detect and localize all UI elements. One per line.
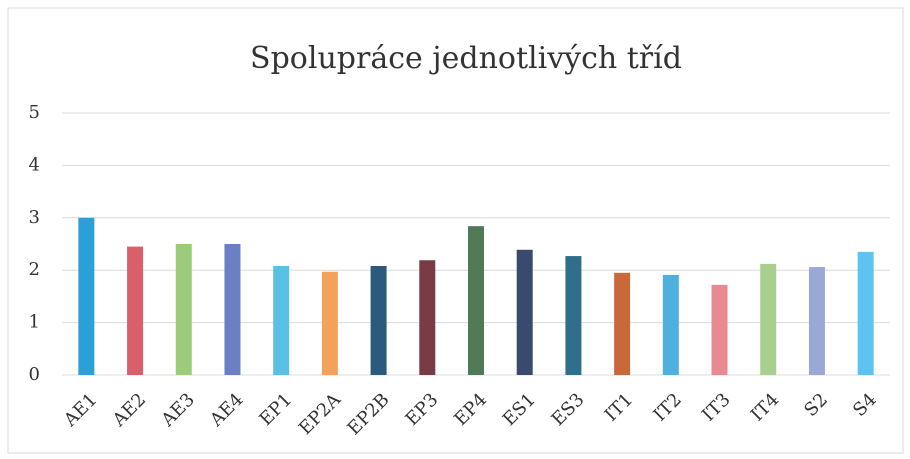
x-tick-label: AE2: [108, 389, 150, 431]
bar: [175, 244, 192, 375]
x-tick-label: EP1: [255, 389, 296, 430]
bar: [808, 267, 825, 375]
x-tick-label: IT2: [649, 389, 685, 425]
bar: [614, 272, 631, 375]
x-tick-label: AE3: [157, 389, 199, 431]
x-tick-label: AE4: [205, 389, 247, 431]
x-tick-label: EP2A: [295, 389, 346, 440]
bar: [78, 217, 95, 375]
x-tick-label: EP3: [402, 389, 443, 430]
chart-border: [7, 7, 904, 454]
y-tick-label: 2: [29, 259, 40, 280]
x-tick-label: EP2B: [343, 389, 393, 439]
x-tick-label: EP4: [450, 389, 491, 430]
bar: [127, 246, 144, 375]
bar: [419, 260, 436, 375]
bar: [370, 266, 387, 375]
y-tick-label: 4: [29, 154, 40, 175]
x-tick-label: S4: [849, 389, 881, 421]
x-tick-label: ES3: [548, 389, 589, 430]
y-tick-label: 1: [29, 312, 40, 333]
bar: [711, 284, 728, 375]
chart-title: Spolupráce jednotlivých tříd: [250, 41, 682, 76]
x-tick-label: IT4: [747, 389, 783, 425]
y-tick-label: 0: [29, 364, 40, 385]
x-tick-label: S2: [800, 389, 832, 421]
y-tick-label: 5: [29, 102, 40, 123]
bar: [857, 251, 874, 375]
x-tick-label: IT3: [698, 389, 734, 425]
x-tick-label: IT1: [601, 389, 637, 425]
bar: [565, 256, 582, 375]
bar: [321, 271, 338, 375]
bar: [662, 274, 679, 375]
bar: [468, 226, 484, 375]
x-tick-label: AE1: [59, 389, 101, 431]
y-tick-label: 3: [29, 207, 40, 228]
bar: [224, 244, 241, 375]
bar: [516, 249, 533, 375]
x-tick-label: ES1: [499, 389, 540, 430]
bar: [273, 266, 290, 375]
bar: [760, 263, 777, 375]
